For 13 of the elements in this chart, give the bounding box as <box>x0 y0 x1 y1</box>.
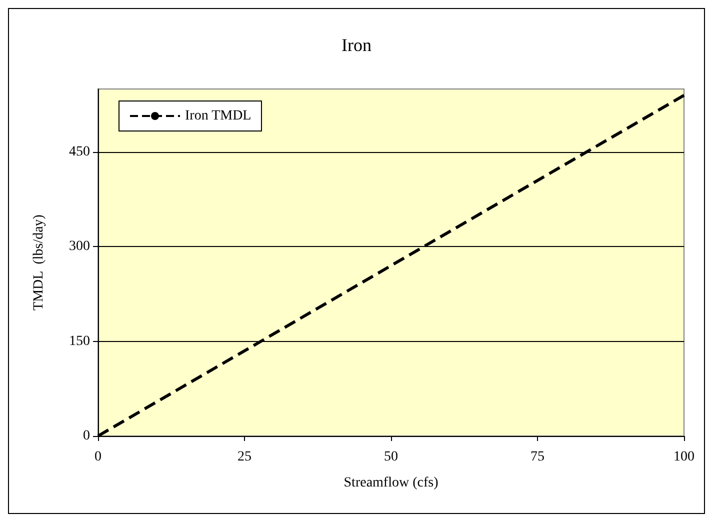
y-tick-label: 150 <box>69 334 90 349</box>
x-axis-title: Streamflow (cfs) <box>344 476 439 490</box>
y-axis-title: TMDL (lbs/day) <box>32 214 46 310</box>
x-tick-label: 75 <box>530 450 544 464</box>
x-tick-label: 25 <box>238 450 252 464</box>
y-tick-label: 450 <box>69 144 90 160</box>
legend-label: Iron TMDL <box>185 108 252 124</box>
x-tick-label: 100 <box>674 450 694 464</box>
y-tick-label: 300 <box>69 239 90 254</box>
y-tick-label: 0 <box>83 428 90 444</box>
x-tick-label: 0 <box>94 450 102 464</box>
chart-title: Iron <box>342 35 372 55</box>
x-tick-label: 50 <box>384 450 398 464</box>
